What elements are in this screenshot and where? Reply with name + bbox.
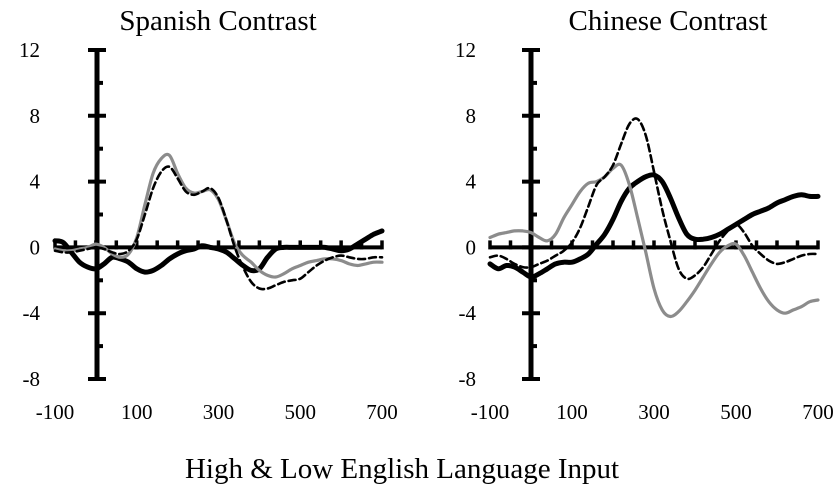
x-tick-label: 100 (121, 400, 153, 424)
series-line-black-dashed (53, 165, 384, 291)
y-tick-label: -8 (459, 367, 477, 391)
x-tick-label: -100 (36, 400, 75, 424)
y-tick-label: -4 (23, 301, 41, 325)
panel-title: Spanish Contrast (119, 5, 316, 37)
series-line-gray-solid (53, 152, 384, 279)
y-tick-label: 8 (466, 104, 477, 128)
spanish-contrast-panel: Spanish Contrast 12 8 4 0 -4 -8 -100 100 300 500 70… (19, 5, 398, 424)
y-tick-label: 4 (30, 170, 41, 194)
y-tick-label: 0 (466, 235, 477, 259)
x-axis-label: High & Low English Language Input (185, 453, 619, 485)
y-tick-label: -8 (23, 367, 41, 391)
chinese-contrast-panel: Chinese Contrast 12 8 4 0 -4 -8 -100 100 300 500 70… (455, 5, 834, 424)
series-line-black-solid (487, 172, 821, 280)
y-tick-label: 12 (455, 38, 476, 62)
x-tick-label: 700 (802, 400, 834, 424)
series-line-gray-solid (488, 162, 820, 319)
x-tick-label: 700 (366, 400, 398, 424)
x-tick-label: -100 (471, 400, 510, 424)
x-tick-label: 300 (638, 400, 670, 424)
x-tick-label: 300 (203, 400, 235, 424)
y-tick-label: -4 (459, 301, 477, 325)
x-tick-label: 100 (556, 400, 588, 424)
series-line-black-dashed (488, 117, 820, 281)
y-tick-label: 0 (30, 235, 41, 259)
series-line-black-solid (52, 228, 385, 275)
y-tick-label: 8 (30, 104, 41, 128)
y-tick-label: 4 (466, 170, 477, 194)
panel-title: Chinese Contrast (569, 5, 768, 37)
x-tick-label: 500 (720, 400, 752, 424)
y-tick-label: 12 (19, 38, 40, 62)
x-tick-label: 500 (285, 400, 317, 424)
